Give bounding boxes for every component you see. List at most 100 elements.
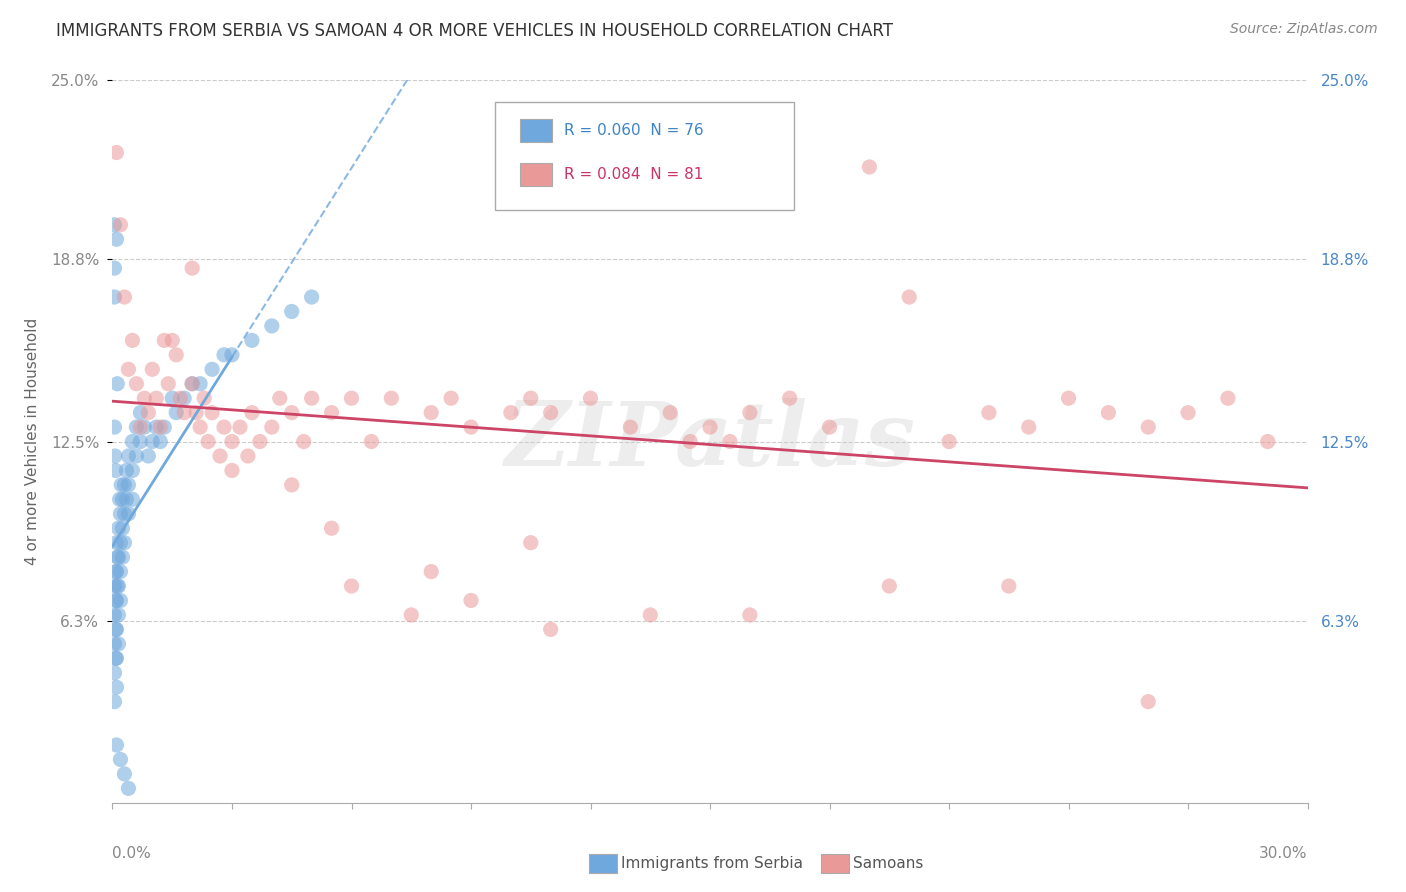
Point: [105, 232, 128, 246]
Point: [281, 406, 304, 420]
Point: [165, 348, 187, 362]
Point: [540, 623, 562, 637]
Point: [879, 579, 901, 593]
Point: [360, 434, 382, 449]
Point: [579, 391, 602, 405]
Point: [229, 420, 252, 434]
Point: [125, 420, 148, 434]
Point: [121, 434, 143, 449]
Point: [145, 420, 167, 434]
Point: [115, 463, 138, 477]
Point: [1097, 406, 1119, 420]
Point: [499, 406, 522, 420]
Point: [340, 579, 363, 593]
Point: [640, 607, 662, 622]
Point: [1137, 695, 1160, 709]
Point: [103, 637, 125, 651]
Point: [114, 478, 135, 492]
Point: [105, 651, 128, 665]
Point: [138, 449, 160, 463]
Point: [181, 261, 204, 276]
Point: [114, 507, 135, 521]
Point: [149, 420, 172, 434]
Point: [281, 478, 304, 492]
Point: [125, 449, 148, 463]
Point: [181, 376, 204, 391]
Point: [110, 565, 132, 579]
Point: [169, 391, 191, 405]
Point: [107, 521, 129, 535]
Point: [105, 579, 128, 593]
Point: [134, 420, 156, 434]
Point: [619, 420, 641, 434]
Point: [141, 362, 163, 376]
Text: Samoans: Samoans: [853, 856, 924, 871]
Point: [440, 391, 463, 405]
Point: [420, 565, 443, 579]
Point: [121, 334, 143, 348]
Point: [107, 579, 129, 593]
FancyBboxPatch shape: [520, 162, 553, 186]
Point: [1177, 406, 1199, 420]
Point: [103, 420, 125, 434]
Point: [212, 348, 235, 362]
Point: [121, 492, 143, 507]
Point: [186, 406, 208, 420]
Text: ZIPatlas: ZIPatlas: [505, 399, 915, 484]
Point: [659, 406, 682, 420]
Point: [738, 406, 761, 420]
Point: [420, 406, 443, 420]
Point: [104, 463, 127, 477]
Point: [117, 362, 139, 376]
Point: [110, 218, 132, 232]
Point: [105, 565, 128, 579]
Point: [1018, 420, 1040, 434]
Point: [104, 623, 127, 637]
Point: [1057, 391, 1080, 405]
Point: [117, 449, 139, 463]
Point: [249, 434, 271, 449]
Point: [197, 434, 219, 449]
Point: [138, 406, 160, 420]
Point: [141, 434, 163, 449]
Point: [173, 391, 195, 405]
Point: [321, 521, 343, 535]
Point: [111, 521, 134, 535]
Point: [108, 492, 131, 507]
FancyBboxPatch shape: [520, 120, 553, 143]
Point: [165, 406, 187, 420]
Point: [105, 145, 128, 160]
Point: [240, 406, 263, 420]
Point: [181, 376, 204, 391]
Point: [188, 376, 211, 391]
Point: [107, 607, 129, 622]
Point: [103, 218, 125, 232]
Point: [858, 160, 880, 174]
Point: [129, 434, 152, 449]
Point: [121, 463, 143, 477]
Point: [162, 334, 183, 348]
Point: [107, 637, 129, 651]
Point: [162, 391, 183, 405]
Point: [114, 290, 135, 304]
Point: [340, 391, 363, 405]
Point: [104, 651, 127, 665]
Point: [103, 607, 125, 622]
Y-axis label: 4 or more Vehicles in Household: 4 or more Vehicles in Household: [25, 318, 39, 566]
Point: [738, 607, 761, 622]
FancyBboxPatch shape: [495, 102, 794, 211]
Point: [221, 348, 243, 362]
Point: [301, 290, 323, 304]
Point: [212, 420, 235, 434]
Point: [105, 535, 128, 549]
Text: Immigrants from Serbia: Immigrants from Serbia: [621, 856, 803, 871]
Point: [301, 391, 323, 405]
Point: [129, 420, 152, 434]
Point: [460, 420, 482, 434]
Point: [105, 376, 128, 391]
Point: [779, 391, 801, 405]
Point: [520, 535, 543, 549]
Point: [221, 463, 243, 477]
Point: [105, 623, 128, 637]
Point: [269, 391, 291, 405]
